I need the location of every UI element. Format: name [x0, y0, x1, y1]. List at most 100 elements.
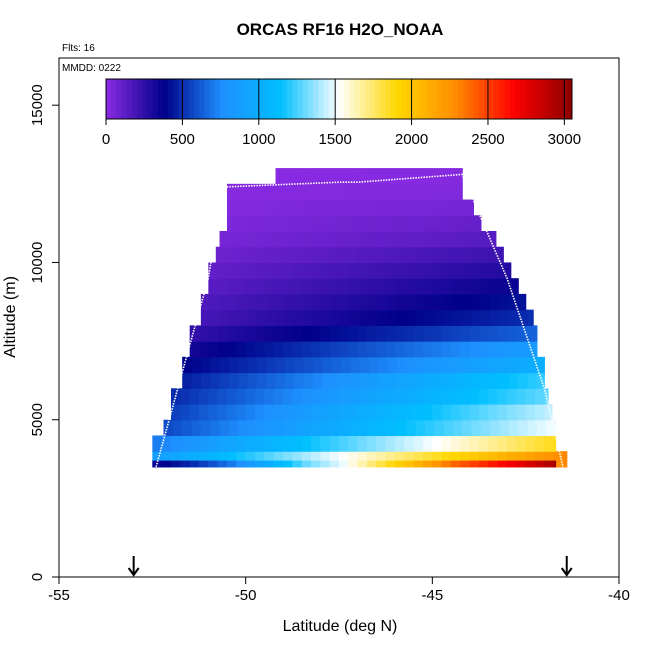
colorbar-tick-label: 1000 — [242, 131, 275, 148]
heatmap-cell — [376, 183, 387, 201]
heatmap-cell — [359, 356, 370, 374]
heatmap-cell — [546, 419, 557, 437]
heatmap-cell — [451, 325, 461, 342]
heatmap-cell — [415, 356, 426, 374]
chart-title: ORCAS RF16 H2O_NOAA — [237, 20, 444, 39]
heatmap-cell — [339, 435, 349, 452]
colorbar-swatch — [520, 79, 526, 119]
heatmap-cell — [357, 215, 368, 232]
heatmap-cell — [516, 388, 527, 405]
near-surface-cell — [227, 460, 237, 468]
heatmap-cell — [499, 372, 510, 389]
heatmap-cell — [247, 309, 258, 326]
heatmap-cell — [536, 419, 547, 437]
heatmap-cell — [508, 309, 519, 326]
heatmap-cell — [471, 231, 482, 248]
heatmap-cell — [376, 388, 387, 405]
heatmap-cell — [348, 215, 359, 232]
heatmap-cell — [413, 199, 424, 216]
heatmap-cell — [225, 246, 236, 264]
heatmap-cell — [544, 404, 553, 421]
heatmap-cell — [208, 388, 219, 405]
heatmap-cell — [283, 262, 293, 279]
heatmap-cell — [385, 451, 396, 468]
colorbar-swatch — [188, 79, 195, 119]
heatmap-cell — [432, 325, 443, 342]
heatmap-cell — [479, 451, 489, 468]
heatmap-cell — [245, 215, 256, 232]
heatmap-cell — [255, 278, 265, 295]
heatmap-cell — [163, 419, 174, 437]
heatmap-cell — [385, 404, 396, 421]
heatmap-cell — [441, 183, 452, 201]
heatmap-cell — [152, 435, 163, 452]
heatmap-cell — [404, 388, 415, 405]
heatmap-cell — [247, 372, 258, 389]
heatmap-cell — [180, 435, 191, 452]
heatmap-cell — [236, 435, 247, 452]
heatmap-cell — [256, 293, 267, 311]
heatmap-cell — [339, 388, 349, 405]
heatmap-cell — [434, 293, 445, 311]
heatmap-cell — [396, 372, 407, 389]
plot-frame — [58, 57, 620, 578]
colorbar-swatch — [478, 79, 485, 119]
colorbar-tick-label: 500 — [170, 131, 195, 148]
heatmap-cell — [301, 262, 312, 279]
heatmap-cell — [152, 451, 163, 468]
heatmap-cell — [255, 199, 265, 216]
heatmap-cell — [283, 183, 293, 201]
colorbar-swatch — [271, 79, 278, 119]
heatmap-cell — [266, 231, 277, 248]
near-surface-cell — [544, 460, 555, 468]
heatmap-cell — [301, 325, 312, 342]
near-surface-cell — [329, 460, 340, 468]
heatmap-cell — [432, 435, 443, 452]
colorbar-swatch — [540, 79, 547, 119]
near-surface-cell — [348, 460, 359, 468]
heatmap-cell — [434, 419, 445, 437]
near-surface-cell — [535, 460, 545, 468]
colorbar-swatch — [318, 79, 324, 119]
heatmap-cell — [331, 293, 342, 311]
colorbar-swatch — [546, 79, 552, 119]
heatmap-cell — [367, 199, 377, 216]
near-surface-cell — [283, 460, 293, 468]
colorbar-swatch — [116, 79, 123, 119]
heatmap-cell — [430, 246, 441, 264]
heatmap-cell — [208, 262, 219, 279]
heatmap-cell — [527, 372, 538, 389]
heatmap-cell — [320, 199, 331, 216]
heatmap-cell — [331, 168, 342, 185]
heatmap-cell — [340, 419, 351, 437]
heatmap-cell — [516, 278, 519, 295]
heatmap-cell — [294, 168, 305, 185]
heatmap-cell — [432, 451, 443, 468]
heatmap-cell — [318, 246, 329, 264]
heatmap-cell — [432, 278, 443, 295]
heatmap-cell — [367, 404, 377, 421]
heatmap-cell — [553, 435, 557, 452]
near-surface-cell — [301, 460, 312, 468]
heatmap-cell — [480, 231, 491, 248]
heatmap-cell — [228, 309, 239, 326]
colorbar-swatch — [395, 79, 402, 119]
heatmap-cell — [471, 309, 482, 326]
heatmap-cell — [451, 278, 461, 295]
colorbar-swatch — [157, 79, 164, 119]
heatmap-cell — [322, 231, 333, 248]
heatmap-cell — [322, 293, 333, 311]
colorbar-swatch — [235, 79, 242, 119]
heatmap-cell — [423, 262, 433, 279]
heatmap-cell — [217, 278, 228, 295]
heatmap-cell — [292, 404, 303, 421]
colorbar-swatch — [344, 79, 350, 119]
heatmap-cell — [518, 356, 529, 374]
heatmap-cell — [275, 356, 286, 374]
heatmap-cell — [404, 183, 415, 201]
heatmap-cell — [497, 435, 508, 452]
heatmap-cell — [480, 309, 491, 326]
heatmap-cell — [301, 435, 312, 452]
heatmap-cell — [303, 419, 314, 437]
